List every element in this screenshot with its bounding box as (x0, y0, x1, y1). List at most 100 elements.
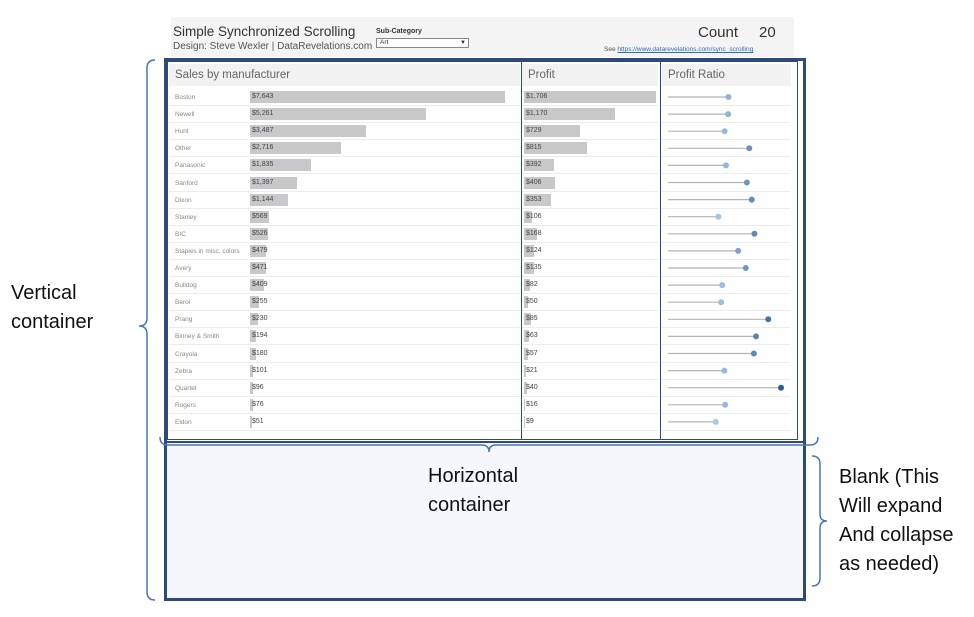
table-row (169, 140, 520, 158)
chevron-down-icon[interactable]: ▼ (460, 40, 466, 46)
profit-value-label: $1,706 (526, 93, 548, 100)
sales-bar[interactable] (250, 176, 297, 189)
profit-value-label: $353 (526, 195, 542, 203)
manufacturer-label: Other (175, 145, 192, 153)
profit-bar[interactable] (524, 244, 534, 257)
subcategory-filter-dropdown[interactable]: Art ▼ (376, 38, 469, 48)
manufacturer-label: Berol (175, 299, 191, 307)
sales-value-label: $2,716 (252, 144, 274, 152)
dashboard-header (171, 17, 794, 57)
profit-bar[interactable] (524, 227, 537, 240)
profit-bar[interactable] (524, 262, 535, 274)
profit-bar[interactable] (524, 415, 525, 428)
sales-bar[interactable] (250, 193, 289, 206)
sales-bar[interactable] (250, 91, 505, 103)
table-row (662, 414, 790, 431)
table-row (662, 192, 790, 209)
subcategory-filter-label: Sub-Category (376, 28, 422, 35)
sales-value-label: $255 (252, 298, 268, 306)
table-row (662, 260, 790, 277)
profit-value-label: $124 (526, 246, 542, 254)
table-row (662, 209, 790, 226)
table-row (662, 294, 790, 312)
profit-bar[interactable] (524, 347, 529, 360)
profit-bar[interactable] (524, 108, 615, 121)
table-row (522, 175, 658, 192)
sales-bar[interactable] (250, 159, 312, 172)
sales-bar[interactable] (250, 227, 268, 240)
table-row (522, 89, 658, 106)
profit-bar[interactable] (524, 398, 526, 411)
profit-value-label: $815 (526, 144, 542, 152)
profit-bar[interactable] (524, 381, 528, 394)
table-row (169, 243, 520, 260)
table-row (169, 397, 520, 414)
table-row (169, 192, 520, 209)
sales-bar[interactable] (250, 313, 258, 326)
table-row (522, 226, 658, 243)
profit-bar[interactable] (524, 125, 581, 138)
profit-value-label: $50 (526, 298, 538, 306)
profit-bar[interactable] (524, 330, 529, 343)
manufacturer-label: Rogers (175, 401, 196, 409)
table-row (169, 89, 520, 106)
see-prefix: See (604, 46, 616, 53)
table-row (662, 346, 790, 363)
table-row (662, 89, 790, 106)
profit-bar[interactable] (524, 364, 526, 377)
sales-value-label: $51 (252, 417, 264, 425)
blank-container (167, 441, 803, 598)
sales-bar[interactable] (250, 108, 426, 121)
sales-bar[interactable] (250, 296, 259, 309)
profit-bar[interactable] (524, 142, 588, 155)
sync-scrolling-link[interactable]: https://www.datarevelations.com/sync_scr… (617, 46, 754, 53)
blank-annotation-line: as needed) (839, 553, 940, 575)
profit-bar[interactable] (524, 313, 531, 326)
manufacturer-label: Bulldog (175, 282, 197, 290)
table-row (662, 106, 790, 124)
sales-bar[interactable] (250, 330, 257, 343)
manufacturer-label: Sanford (175, 179, 198, 187)
table-row (662, 380, 790, 397)
sales-bar[interactable] (250, 262, 266, 274)
sales-bar[interactable] (250, 125, 367, 138)
sales-column-header: Sales by manufacturer (169, 64, 520, 86)
profit-value-label: $168 (526, 229, 542, 237)
profit-bar[interactable] (524, 296, 528, 309)
sales-bar[interactable] (250, 415, 252, 428)
table-row (169, 346, 520, 363)
sales-bar[interactable] (250, 210, 269, 223)
table-row (662, 226, 790, 243)
profit-value-label: $392 (526, 161, 542, 169)
sales-bar[interactable] (250, 244, 266, 257)
sales-value-label: $7,643 (252, 93, 274, 100)
profit-value-label: $406 (526, 178, 542, 186)
sales-value-label: $1,397 (252, 178, 274, 186)
table-row (662, 328, 790, 346)
sales-bar[interactable] (250, 279, 264, 292)
table-row (169, 157, 520, 175)
sales-value-label: $569 (252, 212, 268, 220)
manufacturer-label: Panasonic (175, 162, 206, 170)
sales-bar[interactable] (250, 381, 254, 394)
dashboard-subtitle: Design: Steve Wexler | DataRevelations.c… (173, 41, 373, 52)
table-row (169, 175, 520, 192)
sales-bar[interactable] (250, 347, 256, 360)
table-row (169, 277, 520, 295)
sales-bar[interactable] (250, 364, 254, 377)
table-row (522, 397, 658, 414)
profit-bar[interactable] (524, 210, 533, 223)
sales-bar[interactable] (250, 398, 253, 411)
profit-bar[interactable] (524, 159, 555, 172)
profit-value-label: $85 (526, 315, 538, 323)
profit-bar[interactable] (524, 193, 552, 206)
table-row (169, 380, 520, 397)
profit-bar[interactable] (524, 279, 531, 292)
manufacturer-label: Quartet (175, 384, 197, 392)
profit-bar[interactable] (524, 91, 656, 103)
sales-bar[interactable] (250, 142, 341, 155)
table-row (662, 243, 790, 260)
table-row (522, 328, 658, 346)
manufacturer-label: Staples in misc. colors (175, 247, 240, 255)
profit-bar[interactable] (524, 176, 556, 189)
